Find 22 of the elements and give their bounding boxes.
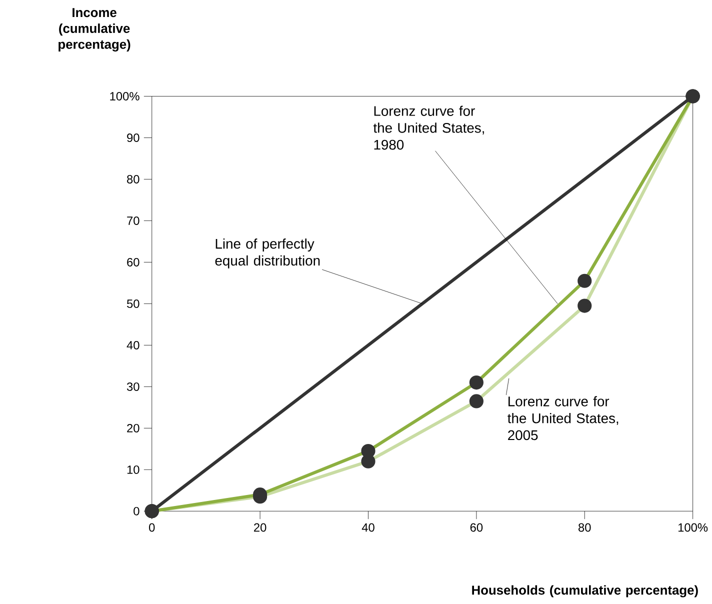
y-tick-label: 60 (127, 258, 140, 266)
annotation: Line of perfectly equal distribution (215, 238, 320, 268)
x-tick-label: 80 (578, 523, 591, 532)
y-tick-label: 30 (126, 382, 140, 391)
y-axis-title: Income (cumulative percentage) (58, 8, 130, 52)
y-tick-label: 100% (110, 92, 140, 100)
y-tick-label: 40 (126, 340, 140, 350)
x-tick-label: 100% (678, 523, 708, 532)
x-tick-label: 60 (470, 523, 483, 532)
x-tick-label: 0 (149, 523, 155, 532)
x-tick-label: 20 (254, 523, 266, 532)
y-tick-label: 20 (127, 424, 140, 432)
y-tick-label: 10 (127, 465, 140, 474)
y-tick-label: 90 (127, 133, 140, 142)
annotation: Lorenz curve for the United States, 1980 (373, 106, 484, 150)
annotation: Lorenz curve for the United States, 2005 (508, 396, 618, 440)
y-tick-label: 80 (127, 174, 140, 184)
y-tick-label: 0 (134, 506, 140, 516)
x-axis-title: Households (cumulative percentage) (472, 585, 698, 598)
y-tick-label: 50 (126, 299, 140, 308)
y-tick-label: 70 (127, 216, 140, 225)
x-tick-label: 40 (362, 523, 374, 532)
